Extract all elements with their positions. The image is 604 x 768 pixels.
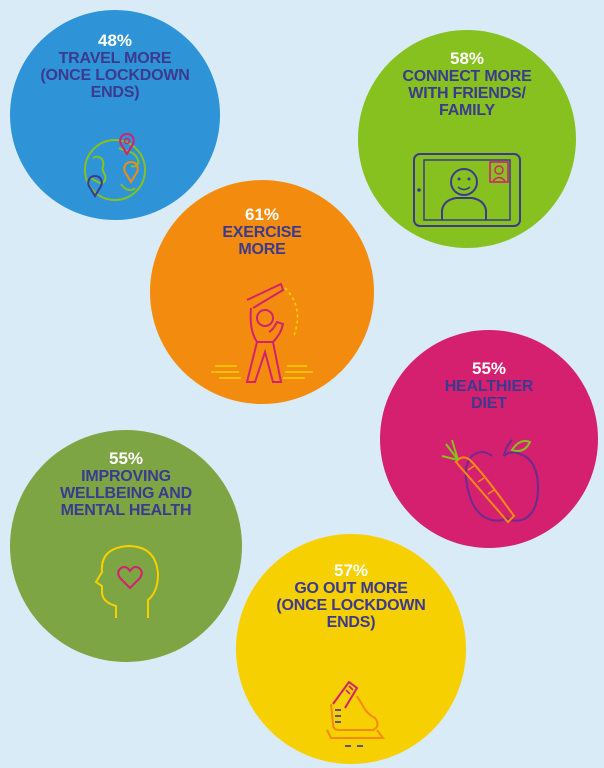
stat-circle-connect: 58% CONNECT MORE WITH FRIENDS/ FAMILY <box>358 30 576 248</box>
stat-text-travel: 48% TRAVEL MORE (ONCE LOCKDOWN ENDS) <box>10 31 220 102</box>
stat-percent-exercise: 61% <box>244 205 280 224</box>
stat-text-wellbeing: 55% IMPROVING WELLBEING AND MENTAL HEALT… <box>10 449 242 520</box>
stat-percent-diet: 55% <box>471 359 507 378</box>
stat-text-diet: 55% HEALTHIER DIET <box>380 359 598 413</box>
globe-with-map-pins-icon <box>84 132 146 201</box>
stat-text-exercise: 61% EXERCISE MORE <box>150 205 374 259</box>
walking-shoe-icon <box>326 680 385 747</box>
stat-circle-exercise: 61% EXERCISE MORE <box>150 180 374 404</box>
stat-percent-travel: 48% <box>97 31 133 50</box>
stretching-person-icon <box>211 282 313 383</box>
stat-circle-goout: 57% GO OUT MORE (ONCE LOCKDOWN ENDS) <box>236 534 466 764</box>
stat-percent-wellbeing: 55% <box>108 449 144 468</box>
stat-label-diet: HEALTHIER DIET <box>444 378 534 412</box>
stat-text-goout: 57% GO OUT MORE (ONCE LOCKDOWN ENDS) <box>236 561 466 632</box>
stat-circle-wellbeing: 55% IMPROVING WELLBEING AND MENTAL HEALT… <box>10 430 242 662</box>
stat-label-exercise: EXERCISE MORE <box>222 224 302 258</box>
video-call-tablet-icon <box>413 153 521 227</box>
stat-percent-goout: 57% <box>333 561 369 580</box>
apple-and-carrot-icon <box>441 439 540 524</box>
stat-circle-diet: 55% HEALTHIER DIET <box>380 330 598 548</box>
stat-label-travel: TRAVEL MORE (ONCE LOCKDOWN ENDS) <box>40 50 190 101</box>
stat-label-connect: CONNECT MORE WITH FRIENDS/ FAMILY <box>402 68 532 119</box>
stat-text-connect: 58% CONNECT MORE WITH FRIENDS/ FAMILY <box>358 49 576 120</box>
head-with-heart-icon <box>94 544 160 618</box>
stat-label-goout: GO OUT MORE (ONCE LOCKDOWN ENDS) <box>276 580 426 631</box>
stat-label-wellbeing: IMPROVING WELLBEING AND MENTAL HEALTH <box>60 468 192 519</box>
stat-percent-connect: 58% <box>449 49 485 68</box>
stat-circle-travel: 48% TRAVEL MORE (ONCE LOCKDOWN ENDS) <box>10 10 220 220</box>
